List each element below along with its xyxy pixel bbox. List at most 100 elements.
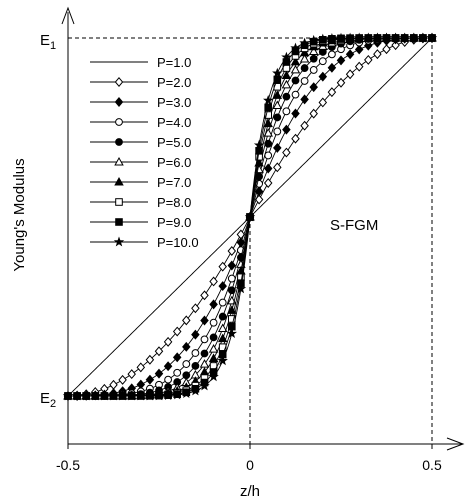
data-point: [182, 360, 191, 368]
data-point: [99, 390, 110, 401]
data-point: [218, 281, 227, 292]
data-point: [154, 346, 164, 357]
data-point: [164, 375, 173, 384]
data-point: [254, 186, 264, 197]
data-point: [273, 142, 282, 153]
data-point: [191, 349, 200, 357]
x-tick-label: 0.5: [422, 457, 442, 473]
data-point: [308, 46, 319, 55]
y-tick-label-e2: E2: [40, 390, 56, 410]
data-point: [127, 369, 136, 380]
data-point: [190, 385, 201, 396]
data-point: [227, 246, 237, 256]
legend-marker: [114, 97, 124, 107]
legend-entry: P=4.0: [90, 115, 191, 130]
data-point: [399, 32, 410, 43]
legend-label: P=2.0: [157, 75, 191, 90]
legend: P=1.0 P=2.0 P=3.0 P=4.0 P=5.0 P=6.0 P=7.0 P=8.0…: [90, 55, 199, 250]
data-point: [209, 299, 218, 310]
data-point: [273, 113, 282, 122]
data-point: [291, 133, 300, 144]
data-point: [391, 40, 400, 51]
data-point: [300, 64, 309, 72]
data-point: [363, 32, 374, 43]
data-point: [208, 344, 219, 353]
data-point: [426, 32, 438, 43]
data-point: [309, 108, 318, 119]
data-point: [281, 79, 292, 89]
legend-entry: P=3.0: [90, 95, 191, 110]
data-point: [154, 368, 164, 379]
data-point: [273, 82, 282, 91]
data-point: [282, 107, 291, 116]
data-point: [182, 315, 191, 326]
x-tick-label: -0.5: [56, 457, 80, 473]
data-point: [273, 162, 282, 173]
data-point: [191, 329, 200, 340]
data-point: [364, 40, 373, 51]
legend-entry: P=8.0: [90, 195, 191, 210]
data-point: [145, 374, 155, 385]
data-point: [109, 379, 118, 390]
data-point: [218, 298, 227, 307]
legend-marker: [115, 198, 123, 206]
data-point: [318, 71, 328, 82]
data-point: [209, 318, 218, 327]
data-point: [218, 261, 227, 272]
data-point: [335, 32, 347, 43]
data-point: [291, 76, 300, 85]
data-point: [218, 343, 227, 352]
y-axis-arrow: [61, 6, 75, 25]
data-point: [326, 32, 338, 43]
data-point: [417, 32, 429, 43]
legend-marker: [114, 77, 124, 87]
data-point: [408, 32, 419, 43]
data-point: [308, 34, 319, 45]
data-point: [208, 371, 219, 382]
data-point: [290, 56, 301, 66]
data-point: [136, 379, 146, 390]
data-point: [299, 47, 310, 57]
legend-entry: P=6.0: [90, 155, 191, 170]
data-point: [244, 211, 256, 222]
legend-label: P=1.0: [157, 55, 191, 70]
legend-entry: P=7.0: [90, 175, 191, 190]
data-point: [172, 352, 182, 363]
data-point: [299, 54, 310, 63]
legend-label: P=10.0: [157, 235, 199, 250]
data-point: [354, 61, 364, 72]
data-point: [182, 341, 191, 352]
legend-label: P=7.0: [157, 175, 191, 190]
data-point: [290, 42, 301, 53]
data-point: [162, 390, 174, 400]
series-curves: [62, 32, 438, 401]
data-point: [227, 260, 237, 271]
data-point: [291, 108, 300, 119]
data-point: [344, 32, 356, 43]
data-point: [191, 303, 200, 314]
legend-label: P=6.0: [157, 155, 191, 170]
data-point: [126, 390, 137, 401]
data-point: [281, 51, 292, 62]
data-point: [209, 333, 218, 342]
legend-label: P=8.0: [157, 195, 191, 210]
legend-marker: [115, 218, 123, 226]
data-point: [354, 32, 365, 43]
data-point: [273, 75, 282, 84]
data-point: [253, 139, 265, 150]
data-point: [145, 354, 155, 365]
data-point: [217, 333, 228, 343]
legend-label: P=5.0: [157, 135, 191, 150]
legend-marker: [113, 236, 125, 247]
data-point: [144, 390, 156, 401]
data-point: [200, 335, 209, 344]
data-point: [281, 70, 292, 80]
series-P=10.0: [62, 32, 438, 401]
data-point: [290, 64, 301, 74]
data-point: [309, 54, 318, 63]
data-point: [135, 390, 146, 401]
data-point: [217, 355, 228, 366]
data-point: [172, 326, 182, 337]
data-point: [318, 97, 328, 108]
data-point: [200, 315, 209, 326]
